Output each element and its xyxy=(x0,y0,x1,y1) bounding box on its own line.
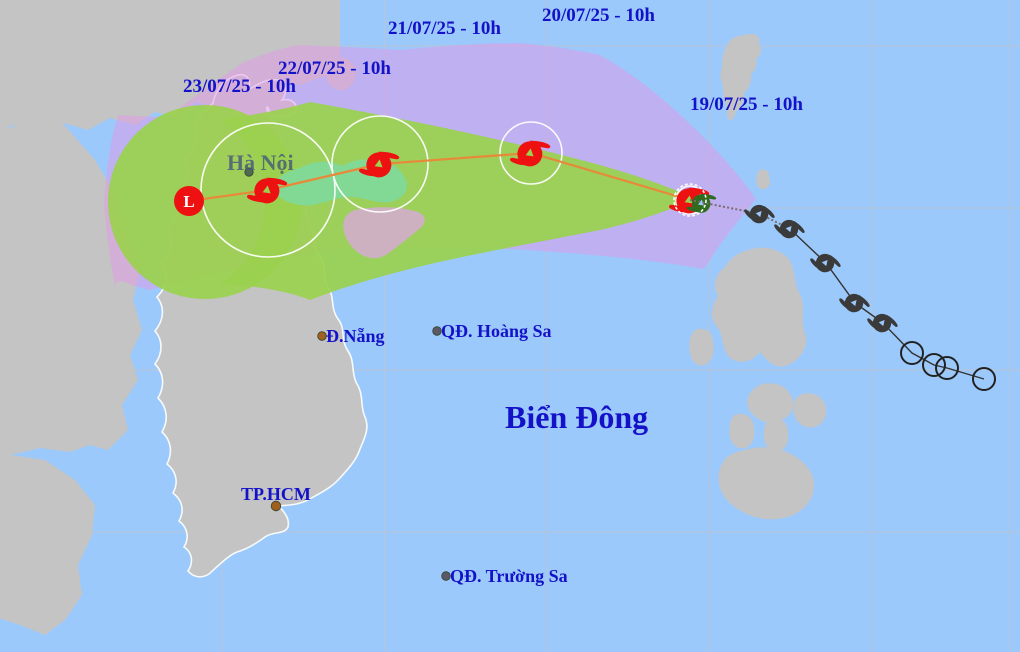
svg-text:Đ.Nẵng: Đ.Nẵng xyxy=(326,326,385,346)
svg-text:21/07/25 - 10h: 21/07/25 - 10h xyxy=(388,18,501,39)
svg-text:Biển Đông: Biển Đông xyxy=(505,399,648,435)
svg-text:19/07/25 - 10h: 19/07/25 - 10h xyxy=(690,94,803,115)
svg-text:QĐ. Hoàng Sa: QĐ. Hoàng Sa xyxy=(441,321,552,341)
svg-text:22/07/25 - 10h: 22/07/25 - 10h xyxy=(278,58,391,79)
svg-text:TP.HCM: TP.HCM xyxy=(241,484,311,504)
svg-text:QĐ. Trường Sa: QĐ. Trường Sa xyxy=(450,566,568,586)
svg-text:23/07/25 - 10h: 23/07/25 - 10h xyxy=(183,76,296,97)
svg-text:Hà Nội: Hà Nội xyxy=(227,150,294,175)
svg-text:L: L xyxy=(183,192,194,211)
svg-text:20/07/25 - 10h: 20/07/25 - 10h xyxy=(542,5,655,26)
